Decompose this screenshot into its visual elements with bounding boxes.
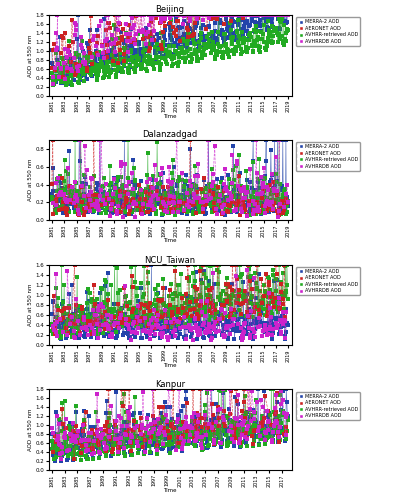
Y-axis label: AOD at 550 nm: AOD at 550 nm (28, 284, 33, 326)
X-axis label: Time: Time (163, 488, 177, 493)
Legend: MERRA-2 AOD, AERONET AOD, AVHRR-retrieved AOD, AVHRRDB AOD: MERRA-2 AOD, AERONET AOD, AVHRR-retrieve… (296, 392, 360, 420)
Y-axis label: AOD at 550 nm: AOD at 550 nm (28, 34, 33, 76)
Title: Beijing: Beijing (156, 5, 185, 14)
Y-axis label: AOD at 550 nm: AOD at 550 nm (28, 408, 33, 451)
Title: Kanpur: Kanpur (155, 380, 185, 388)
Title: NCU_Taiwan: NCU_Taiwan (145, 255, 196, 264)
Legend: MERRA-2 AOD, AERONET AOD, AVHRR-retrieved AOD, AVHRRDB AOD: MERRA-2 AOD, AERONET AOD, AVHRR-retrieve… (296, 142, 360, 171)
Y-axis label: AOD at 550 nm: AOD at 550 nm (28, 159, 33, 202)
Title: Dalanzadgad: Dalanzadgad (143, 130, 198, 139)
X-axis label: Time: Time (163, 114, 177, 118)
X-axis label: Time: Time (163, 238, 177, 244)
X-axis label: Time: Time (163, 363, 177, 368)
Legend: MERRA-2 AOD, AERONET AOD, AVHRR-retrieved AOD, AVHRRDB AOD: MERRA-2 AOD, AERONET AOD, AVHRR-retrieve… (296, 18, 360, 46)
Legend: MERRA-2 AOD, AERONET AOD, AVHRR-retrieved AOD, AVHRRDB AOD: MERRA-2 AOD, AERONET AOD, AVHRR-retrieve… (296, 267, 360, 296)
